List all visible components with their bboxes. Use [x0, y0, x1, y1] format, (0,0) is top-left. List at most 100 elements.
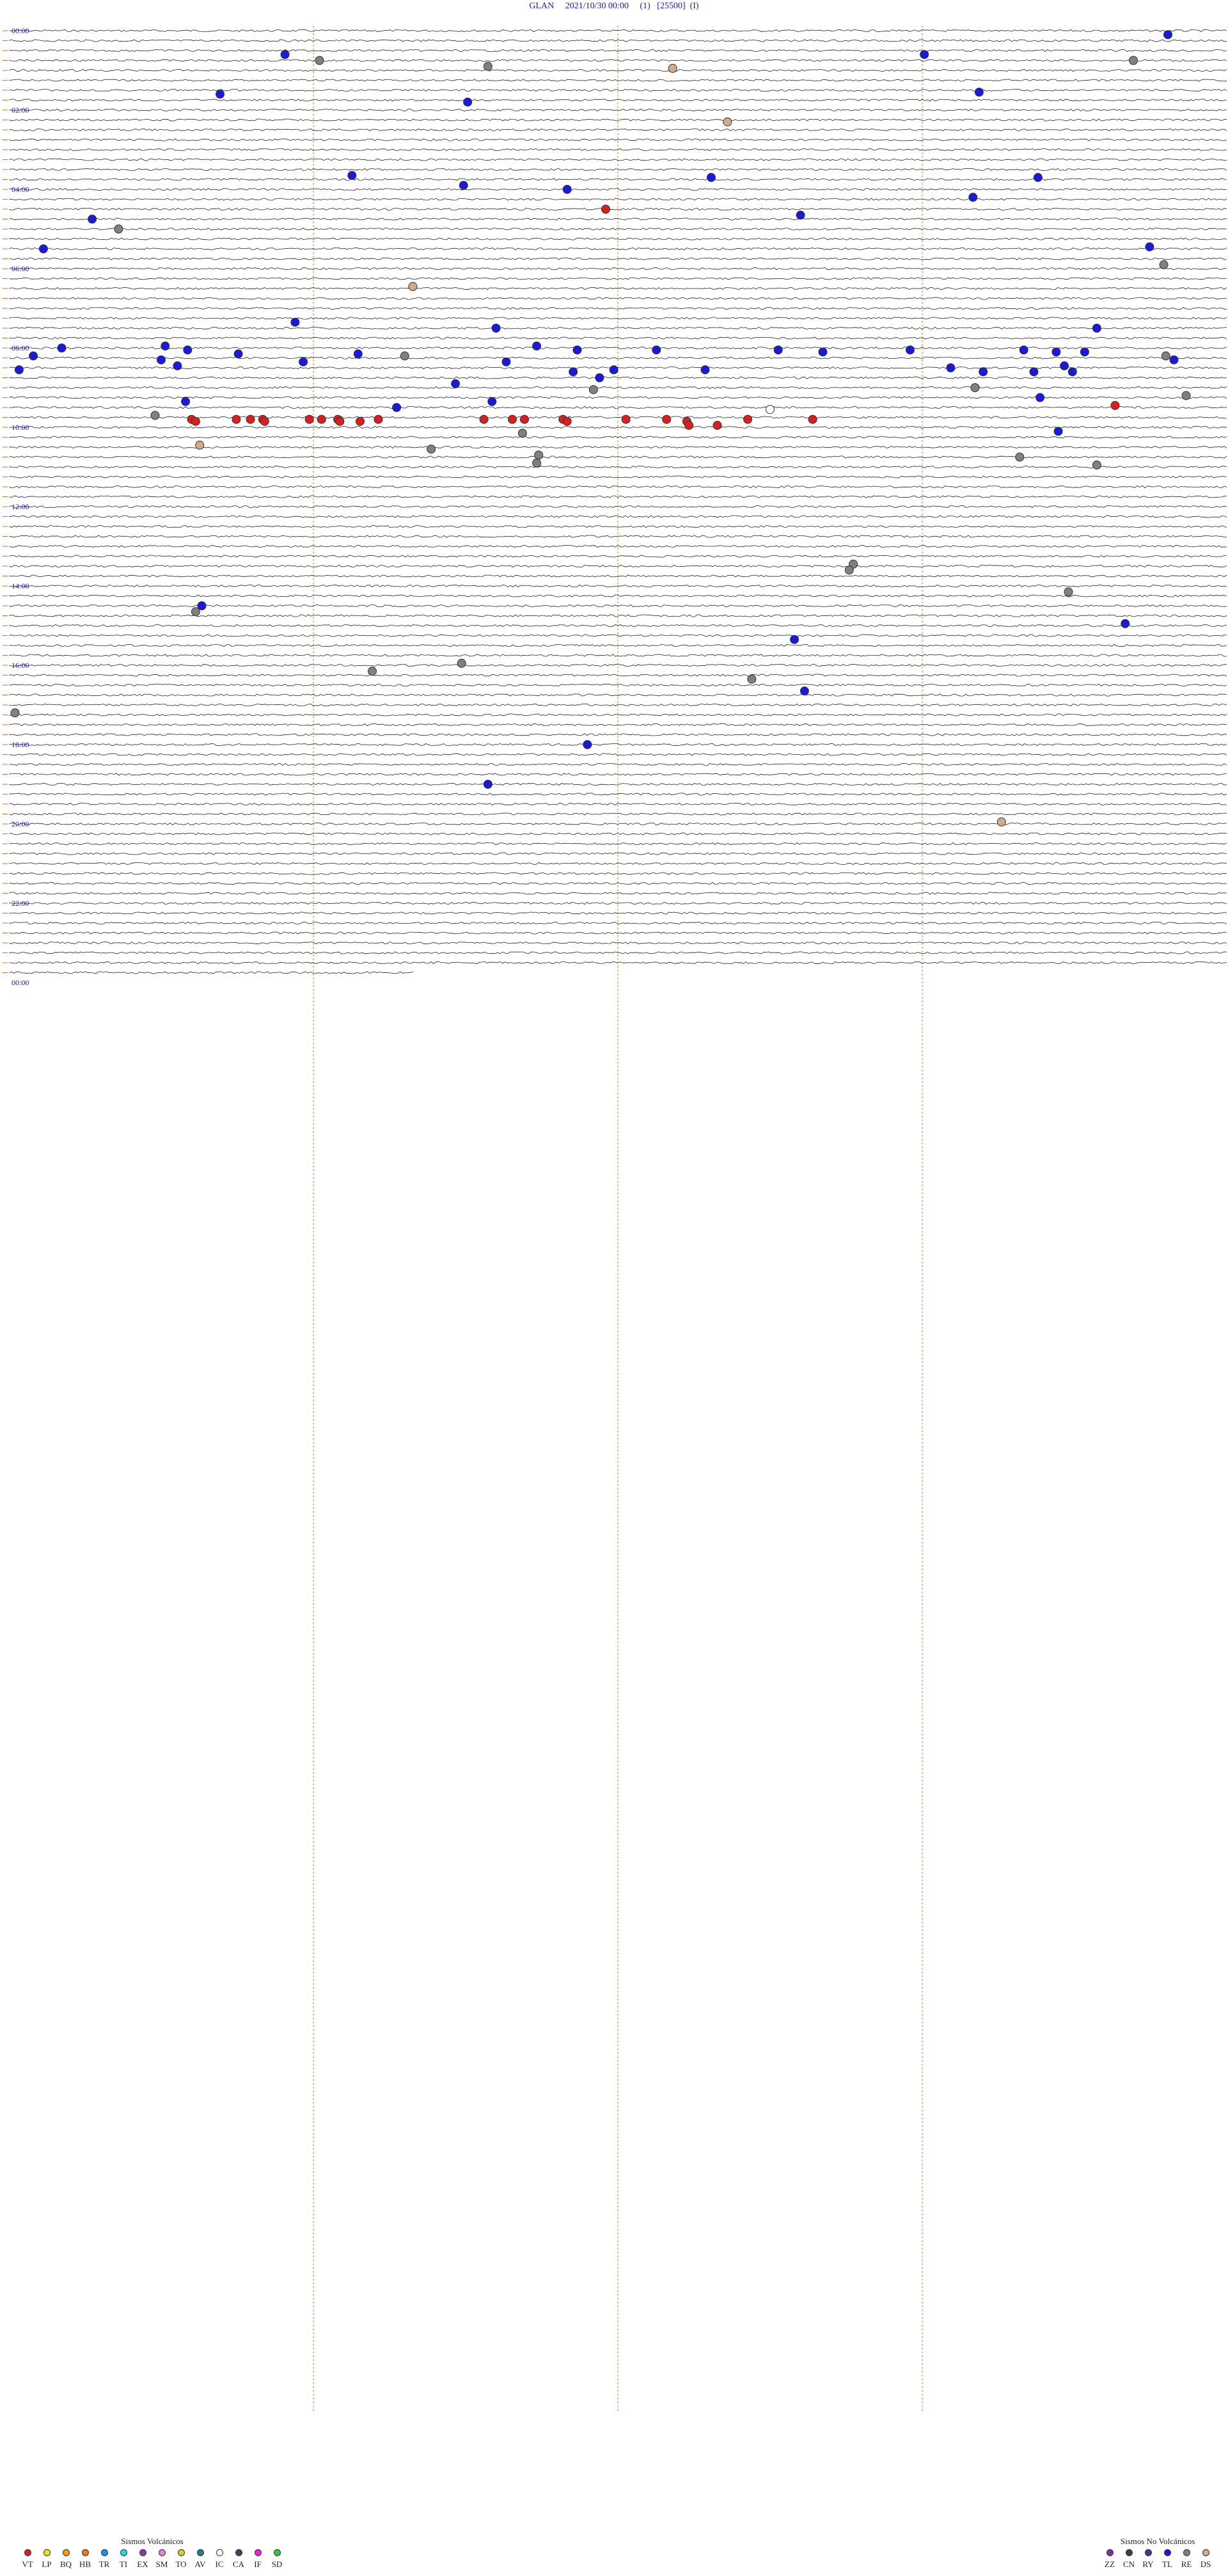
seismogram-trace — [8, 901, 1227, 905]
seismogram-trace — [8, 555, 1227, 558]
event-marker — [707, 173, 716, 182]
hour-label: 22:00 — [12, 899, 29, 908]
seismogram-trace — [8, 187, 1227, 191]
volcanic-legend-items: VT LP BQ HB TR TI EX SM TO AV IC CA IF SD — [18, 2549, 287, 2570]
seismogram-trace — [8, 445, 1227, 449]
event-marker — [796, 210, 805, 220]
event-marker — [400, 351, 409, 361]
seismogram-trace — [8, 336, 1227, 340]
event-marker — [10, 708, 20, 718]
seismogram-trace — [8, 297, 1227, 300]
event-marker — [157, 355, 166, 365]
seismogram-trace — [8, 881, 1227, 885]
seismogram-trace — [8, 475, 1227, 478]
component-label: (1) — [640, 1, 650, 11]
seismogram-trace — [8, 912, 1227, 915]
seismogram-trace — [8, 842, 1227, 846]
event-marker — [233, 349, 243, 359]
seismogram-trace — [8, 782, 1227, 786]
seismogram-trace — [8, 634, 1227, 637]
legend-code: TO — [175, 2559, 187, 2569]
seismogram-trace — [8, 237, 1227, 241]
legend-dot — [81, 2549, 89, 2556]
seismogram-trace — [8, 257, 1227, 260]
event-marker — [487, 397, 497, 406]
legend-dot — [120, 2549, 127, 2556]
seismogram-trace — [9, 961, 1227, 965]
seismogram-trace — [8, 118, 1227, 122]
legend-item: BQ — [56, 2549, 75, 2570]
event-marker — [1092, 324, 1101, 333]
event-marker — [14, 365, 24, 375]
legend-dot — [254, 2549, 262, 2556]
legend-item: SM — [152, 2549, 171, 2570]
event-marker — [392, 403, 402, 412]
seismogram-trace — [9, 416, 1227, 419]
seismogram-trace — [8, 198, 1227, 201]
seismogram-trace — [8, 396, 1227, 399]
legend-code: CN — [1122, 2559, 1135, 2569]
seismogram-trace — [8, 793, 1227, 796]
seismogram-trace — [8, 505, 1227, 509]
hour-label: 10:00 — [12, 423, 29, 432]
seismogram-trace — [8, 872, 1227, 875]
legend-code: TL — [1162, 2559, 1172, 2569]
event-marker — [946, 363, 956, 372]
event-marker — [1064, 587, 1073, 597]
legend-code: SD — [271, 2559, 283, 2569]
event-marker — [723, 117, 732, 127]
event-marker — [181, 397, 191, 406]
seismogram-trace — [8, 723, 1227, 727]
seismogram-trace — [8, 515, 1227, 518]
legend-dot — [62, 2549, 70, 2556]
hour-label: 02:00 — [12, 106, 29, 115]
event-marker — [1019, 345, 1028, 355]
event-marker — [508, 415, 517, 424]
event-marker — [588, 385, 598, 395]
nonvolcanic-legend: Sismos No Volcánicos ZZ CN RY TL RE DS — [1100, 2536, 1215, 2570]
event-marker — [534, 450, 544, 460]
helicorder-plot: 00:00 02:00 04:00 06:00 08:00 10:00 12:00 14:00… — [3, 26, 1227, 2412]
seismogram-trace — [8, 663, 1227, 667]
event-marker — [562, 416, 572, 426]
seismogram-trace — [8, 822, 1227, 826]
seismogram-trace — [8, 326, 1227, 330]
legend-code: BQ — [59, 2559, 72, 2569]
legend-dot — [100, 2549, 108, 2556]
hour-label: 20:00 — [12, 819, 29, 828]
seismogram-trace — [9, 763, 1227, 766]
legend-dot — [1202, 2549, 1209, 2556]
event-marker — [609, 365, 618, 375]
event-marker — [57, 344, 67, 352]
seismogram-trace — [8, 217, 1227, 221]
volcanic-legend-title: Sismos Volcánicos — [121, 2536, 184, 2546]
event-marker — [532, 341, 542, 351]
event-marker — [463, 97, 473, 107]
event-marker — [790, 635, 799, 644]
seismogram-trace — [8, 39, 1227, 42]
seismogram-trace — [8, 386, 1227, 390]
seismogram-trace — [8, 79, 1227, 82]
legend-dot — [273, 2549, 281, 2556]
seismogram-trace — [8, 862, 1227, 865]
hour-label: 12:00 — [12, 502, 29, 511]
event-marker — [1110, 400, 1120, 410]
event-marker — [974, 88, 984, 97]
legend-code: TI — [119, 2559, 128, 2569]
hour-label: 04:00 — [12, 185, 29, 194]
event-marker — [979, 367, 988, 377]
event-marker — [569, 367, 578, 377]
legend-dot — [24, 2549, 31, 2556]
event-marker — [315, 56, 324, 65]
event-marker — [483, 61, 492, 71]
legend-item: TL — [1158, 2549, 1177, 2570]
event-marker — [1181, 391, 1191, 400]
seismogram-trace — [8, 535, 1227, 538]
event-marker — [773, 345, 783, 355]
event-marker — [583, 740, 592, 749]
event-marker — [595, 373, 604, 383]
event-marker — [808, 415, 817, 424]
seismogram-trace — [8, 207, 1227, 211]
event-marker — [88, 214, 97, 224]
event-marker — [335, 416, 345, 426]
